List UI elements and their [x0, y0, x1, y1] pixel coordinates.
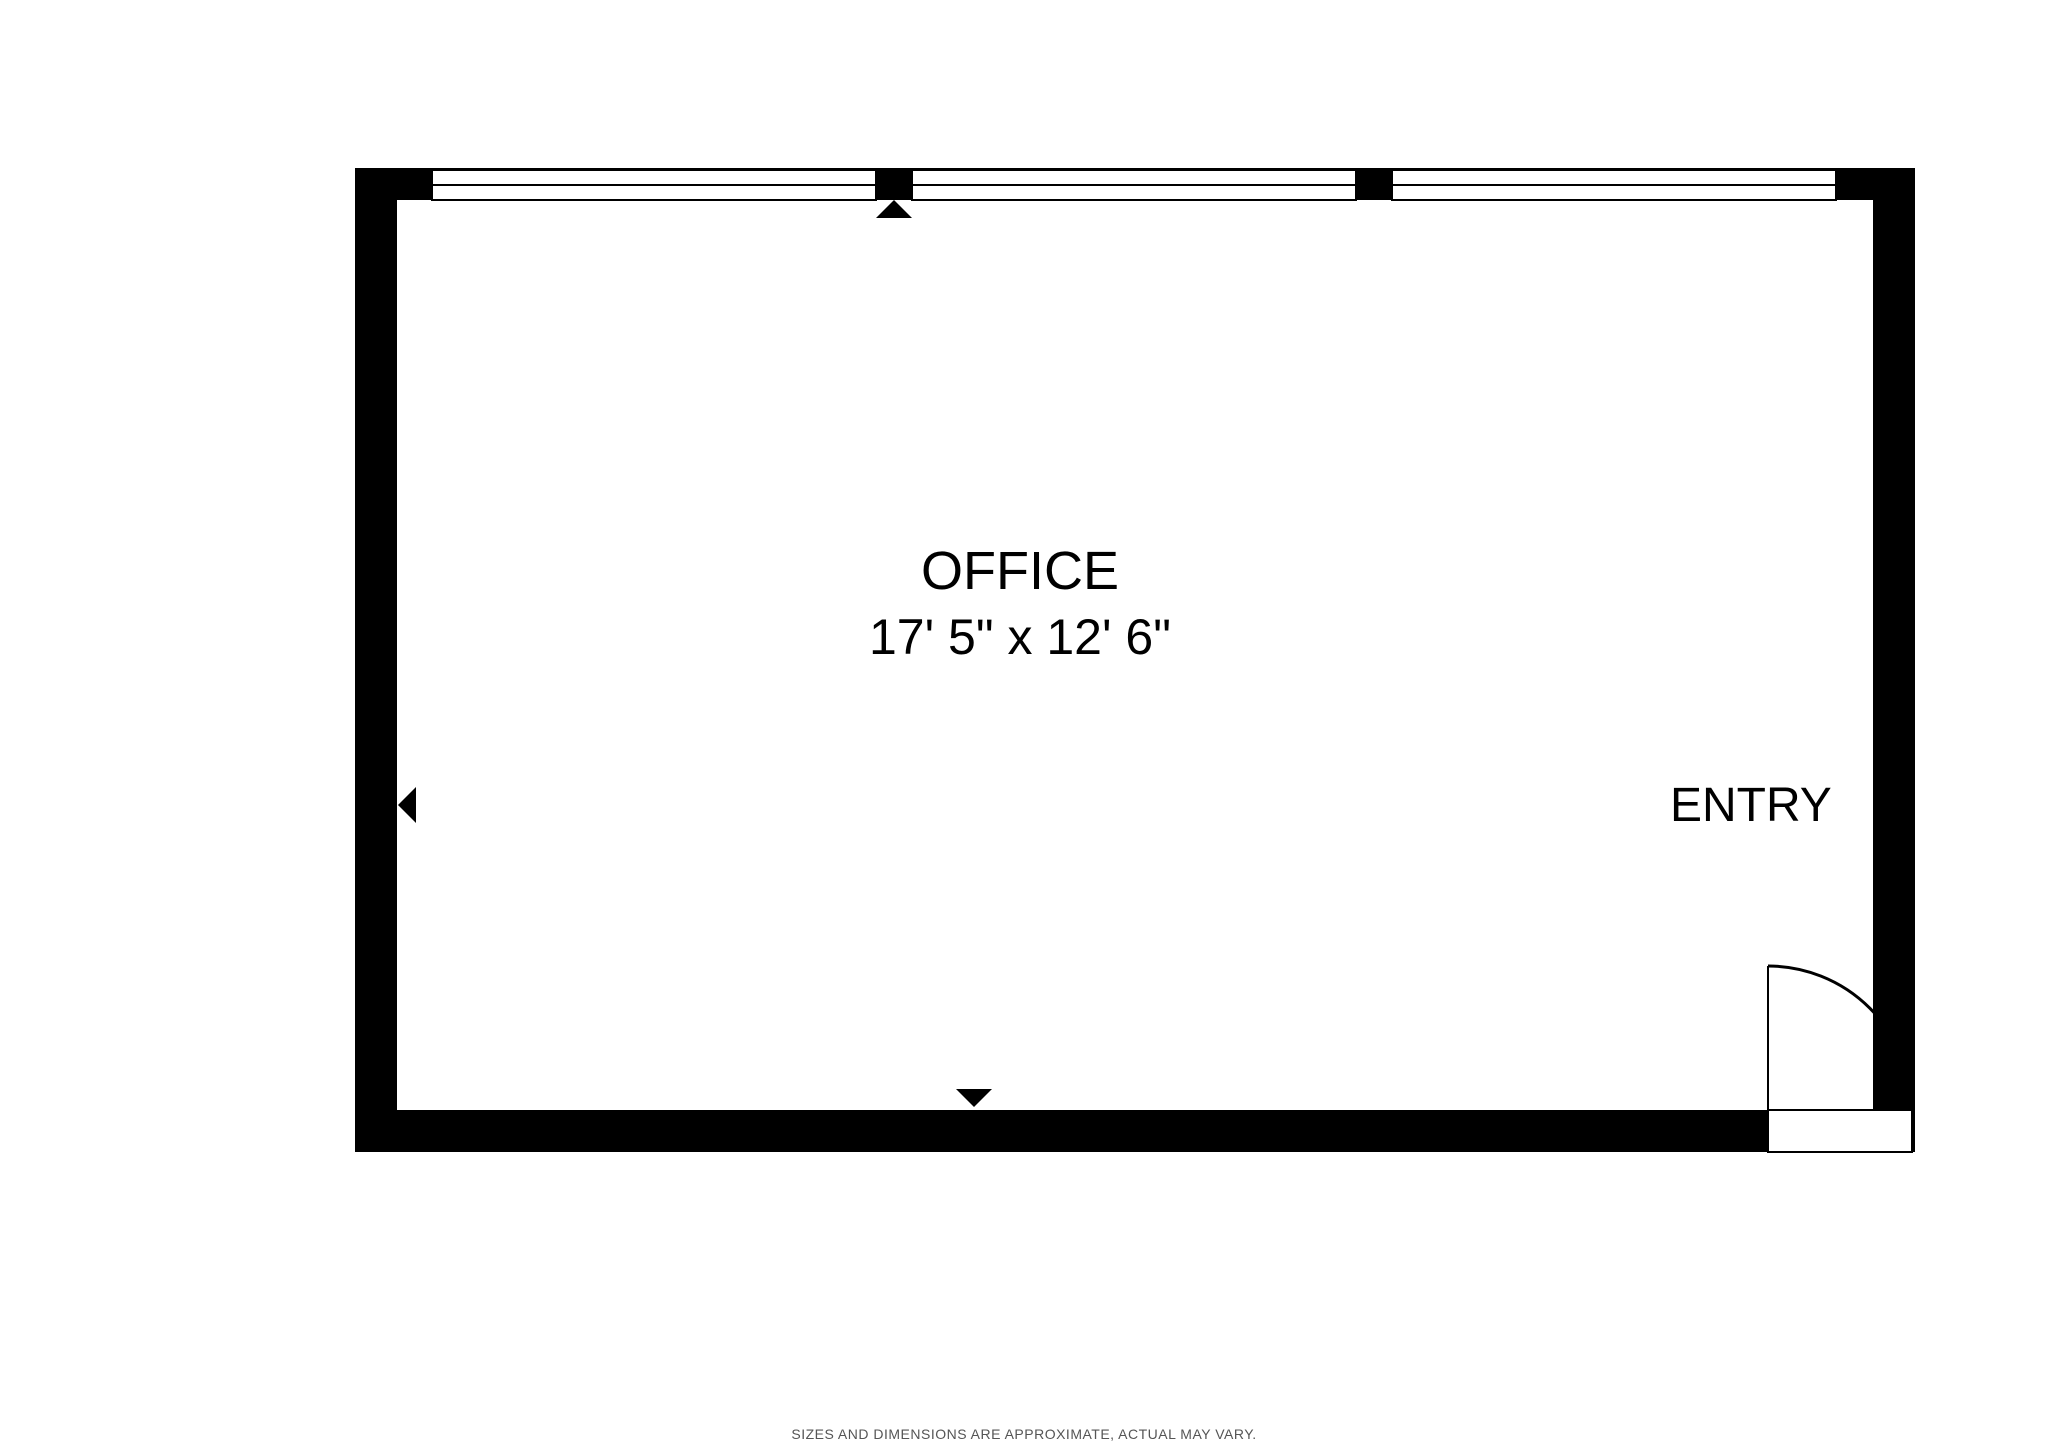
window-pier — [1356, 168, 1392, 200]
direction-arrow-icon — [956, 1089, 992, 1107]
disclaimer-text: SIZES AND DIMENSIONS ARE APPROXIMATE, AC… — [0, 1426, 2048, 1442]
entry-label: ENTRY — [1670, 778, 1832, 833]
room-dimensions-label: 17' 5" x 12' 6" — [635, 608, 1405, 666]
wall-top-right-corner — [1838, 168, 1915, 200]
door-opening — [1768, 1110, 1912, 1152]
wall-left — [355, 168, 397, 1152]
direction-arrow-icon — [398, 787, 416, 823]
wall-top-left-corner — [355, 168, 432, 200]
room-name-label: OFFICE — [635, 540, 1405, 602]
direction-arrow-icon — [876, 200, 912, 218]
floorplan-canvas: OFFICE 17' 5" x 12' 6" ENTRY SIZES AND D… — [0, 0, 2048, 1448]
wall-bottom — [355, 1110, 1915, 1152]
window-pier — [876, 168, 912, 200]
floorplan-svg — [0, 0, 2048, 1448]
wall-right — [1873, 168, 1915, 1152]
